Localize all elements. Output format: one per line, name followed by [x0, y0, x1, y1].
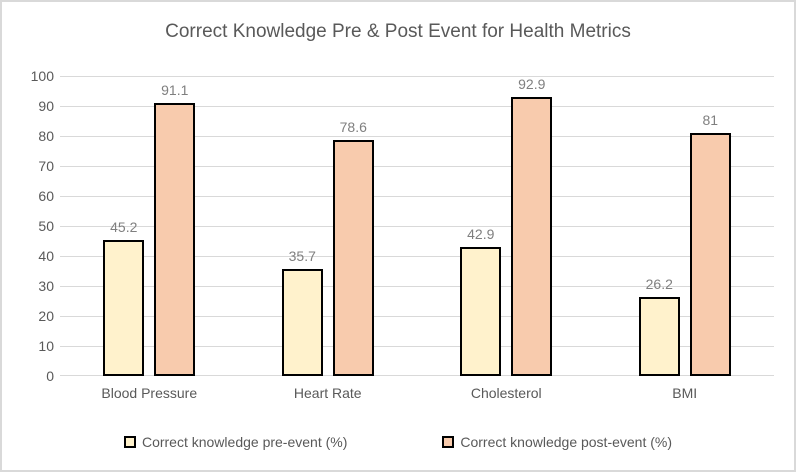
bar-groups: 45.2 91.1 35.7 78.6 42.9 92.9 26.2 81	[60, 76, 774, 376]
gridline	[60, 166, 774, 167]
bar-pre-event	[103, 240, 145, 376]
gridline	[60, 136, 774, 137]
x-axis: Blood Pressure Heart Rate Cholesterol BMI	[60, 384, 774, 402]
bar-group: 35.7 78.6	[239, 76, 418, 376]
legend-item-post-event: Correct knowledge post-event (%)	[442, 433, 672, 451]
bar-group: 26.2 81	[596, 76, 775, 376]
gridline	[60, 106, 774, 107]
bar-group: 42.9 92.9	[417, 76, 596, 376]
bar-column: 26.2	[638, 76, 680, 376]
y-axis-tick-label: 70	[38, 158, 54, 174]
bar-value-label: 26.2	[645, 276, 673, 293]
gridline	[60, 226, 774, 227]
bar-column: 35.7	[281, 76, 323, 376]
legend-marker-post-event-icon	[442, 436, 455, 448]
bar-value-label: 91.1	[161, 81, 189, 98]
bar-post-event	[332, 140, 374, 376]
y-axis: 0 10 20 30 40 50 60 70 80 90 100	[14, 68, 54, 384]
bar-column: 45.2	[103, 76, 145, 376]
y-axis-tick-label: 100	[30, 68, 54, 84]
bar-post-event	[689, 133, 731, 376]
x-axis-category-label: BMI	[672, 385, 698, 401]
x-axis-category-label: Cholesterol	[470, 385, 542, 401]
bar-column: 81	[689, 76, 731, 376]
bar-value-label: 42.9	[467, 226, 495, 243]
bar-pre-event	[638, 297, 680, 376]
legend-label-post-event: Correct knowledge post-event (%)	[460, 434, 673, 450]
legend-item-pre-event: Correct knowledge pre-event (%)	[123, 433, 348, 451]
gridline	[60, 256, 774, 257]
gridline	[60, 346, 774, 347]
y-axis-tick-label: 10	[38, 338, 54, 354]
bar-column: 91.1	[154, 76, 196, 376]
x-axis-category-label: Blood Pressure	[101, 385, 198, 401]
bar-pre-event	[460, 247, 502, 376]
y-axis-tick-label: 80	[38, 128, 54, 144]
y-axis-tick-label: 60	[38, 188, 54, 204]
y-axis-tick-label: 30	[38, 278, 54, 294]
y-axis-tick-label: 50	[38, 218, 54, 234]
legend-marker-pre-event-icon	[123, 436, 136, 448]
gridline	[60, 375, 774, 376]
bar-column: 42.9	[460, 76, 502, 376]
gridline	[60, 76, 774, 77]
bar-value-label: 45.2	[110, 219, 138, 236]
bar-pre-event	[281, 268, 323, 376]
y-axis-tick-label: 90	[38, 98, 54, 114]
bar-post-event	[154, 102, 196, 376]
bar-value-label: 81	[702, 112, 719, 128]
bar-post-event	[511, 97, 553, 376]
bar-value-label: 35.7	[288, 247, 316, 264]
y-axis-tick-label: 20	[38, 308, 54, 324]
bar-group: 45.2 91.1	[60, 76, 239, 376]
legend: Correct knowledge pre-event (%) Correct …	[2, 433, 794, 451]
gridline	[60, 286, 774, 287]
y-axis-tick-label: 40	[38, 248, 54, 264]
gridline	[60, 196, 774, 197]
plot-area: 45.2 91.1 35.7 78.6 42.9 92.9 26.2 81	[60, 76, 774, 376]
gridline	[60, 316, 774, 317]
bar-column: 78.6	[332, 76, 374, 376]
y-axis-tick-label: 0	[46, 368, 54, 384]
x-axis-category-label: Heart Rate	[293, 385, 362, 401]
legend-label-pre-event: Correct knowledge pre-event (%)	[141, 434, 348, 450]
bar-value-label: 92.9	[518, 76, 546, 93]
bar-column: 92.9	[511, 76, 553, 376]
bar-value-label: 78.6	[339, 119, 367, 136]
chart-title: Correct Knowledge Pre & Post Event for H…	[165, 21, 631, 42]
